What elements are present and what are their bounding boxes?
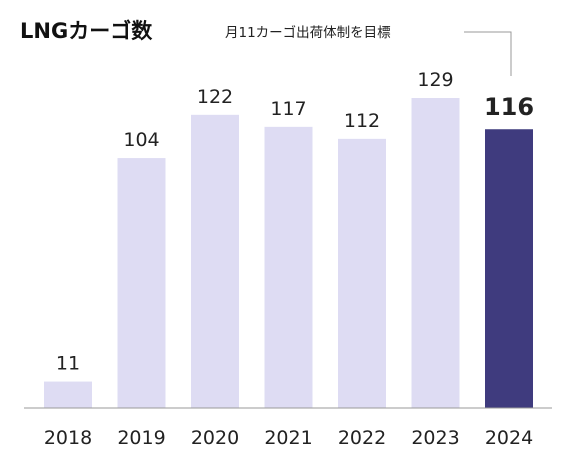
- x-tick-label-2018: 2018: [44, 427, 92, 449]
- value-label-2018: 11: [56, 353, 80, 375]
- x-tick-group: 2018 2019 2020 2021 2022 2023 2024: [44, 427, 533, 449]
- x-tick-label-2019: 2019: [117, 427, 165, 449]
- target-annotation: 月11カーゴ出荷体制を目標: [225, 24, 512, 76]
- bar-2022: [338, 138, 386, 408]
- x-tick-label-2020: 2020: [191, 427, 239, 449]
- x-tick-label-2023: 2023: [411, 427, 459, 449]
- bar-group: 11 104 122 117 112 129 116: [44, 69, 534, 409]
- bar-2024: [485, 129, 533, 409]
- x-tick-label-2021: 2021: [264, 427, 312, 449]
- bar-2020: [191, 114, 239, 408]
- bar-2019: [117, 158, 166, 408]
- value-label-2022: 112: [344, 110, 380, 132]
- x-tick-label-2024: 2024: [485, 427, 533, 449]
- annotation-leader-line: [464, 31, 512, 76]
- value-label-2019: 104: [123, 129, 159, 151]
- value-label-2023: 129: [417, 69, 453, 91]
- value-label-2021: 117: [270, 98, 306, 120]
- value-label-2020: 122: [197, 86, 233, 108]
- value-label-2024: 116: [484, 93, 534, 121]
- bar-2018: [44, 381, 92, 408]
- chart-title: LNGカーゴ数: [20, 19, 153, 43]
- bar-2021: [264, 126, 313, 408]
- x-tick-label-2022: 2022: [338, 427, 386, 449]
- bar-2023: [411, 98, 460, 408]
- annotation-text: 月11カーゴ出荷体制を目標: [225, 24, 391, 41]
